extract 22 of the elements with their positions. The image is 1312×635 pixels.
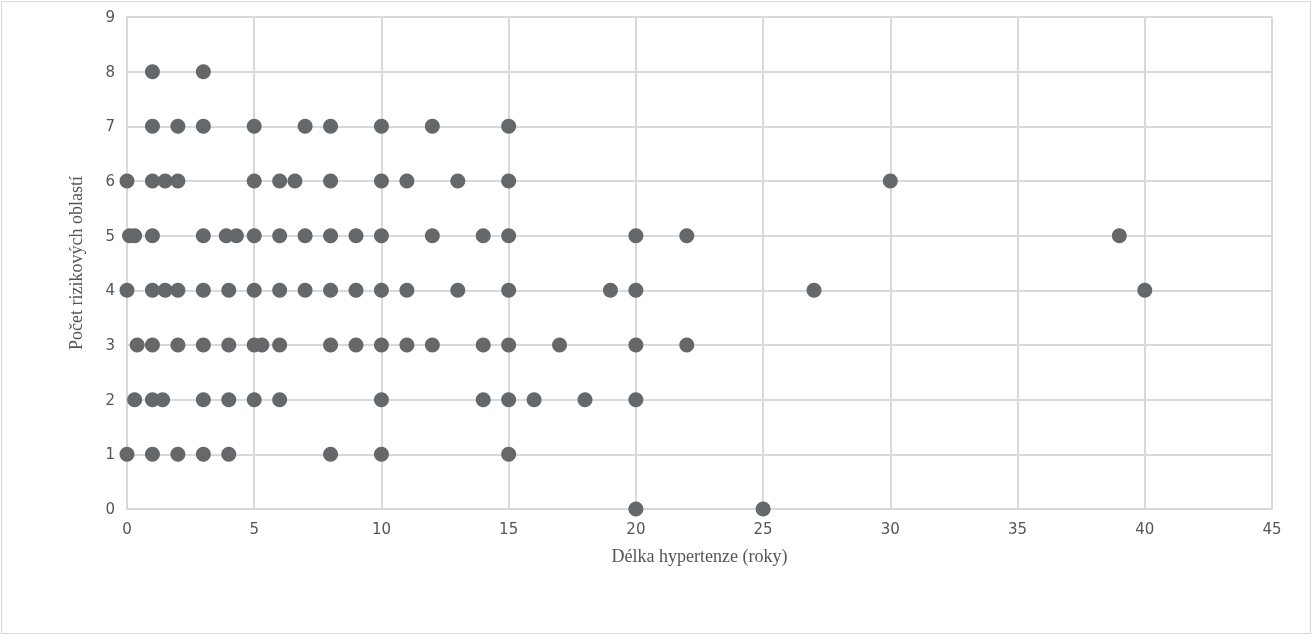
x-tick-label: 40 xyxy=(1135,519,1155,538)
y-tick-label: 3 xyxy=(105,336,115,354)
y-tick-label: 1 xyxy=(105,445,115,464)
x-tick-label: 30 xyxy=(880,519,900,538)
x-axis-title: Délka hypertenze (roky) xyxy=(611,546,788,567)
x-tick-label: 45 xyxy=(1262,519,1282,538)
x-tick-label: 0 xyxy=(122,519,132,538)
x-tick-label: 25 xyxy=(753,519,773,538)
y-axis-title: Počet rizikových oblastí xyxy=(66,176,86,350)
x-tick-label: 35 xyxy=(1008,519,1028,538)
y-tick-label: 8 xyxy=(105,62,115,81)
x-tick-label: 5 xyxy=(249,519,259,538)
y-tick-label: 4 xyxy=(105,281,115,300)
y-tick-label: 5 xyxy=(105,226,115,245)
x-tick-label: 20 xyxy=(626,519,646,538)
y-tick-label: 7 xyxy=(105,117,115,136)
y-tick-label: 2 xyxy=(105,390,115,409)
y-tick-label: 0 xyxy=(105,500,115,518)
x-tick-label: 10 xyxy=(371,519,391,538)
y-tick-label: 6 xyxy=(105,172,115,190)
y-tick-label: 9 xyxy=(105,8,115,26)
x-tick-label: 15 xyxy=(499,519,519,538)
